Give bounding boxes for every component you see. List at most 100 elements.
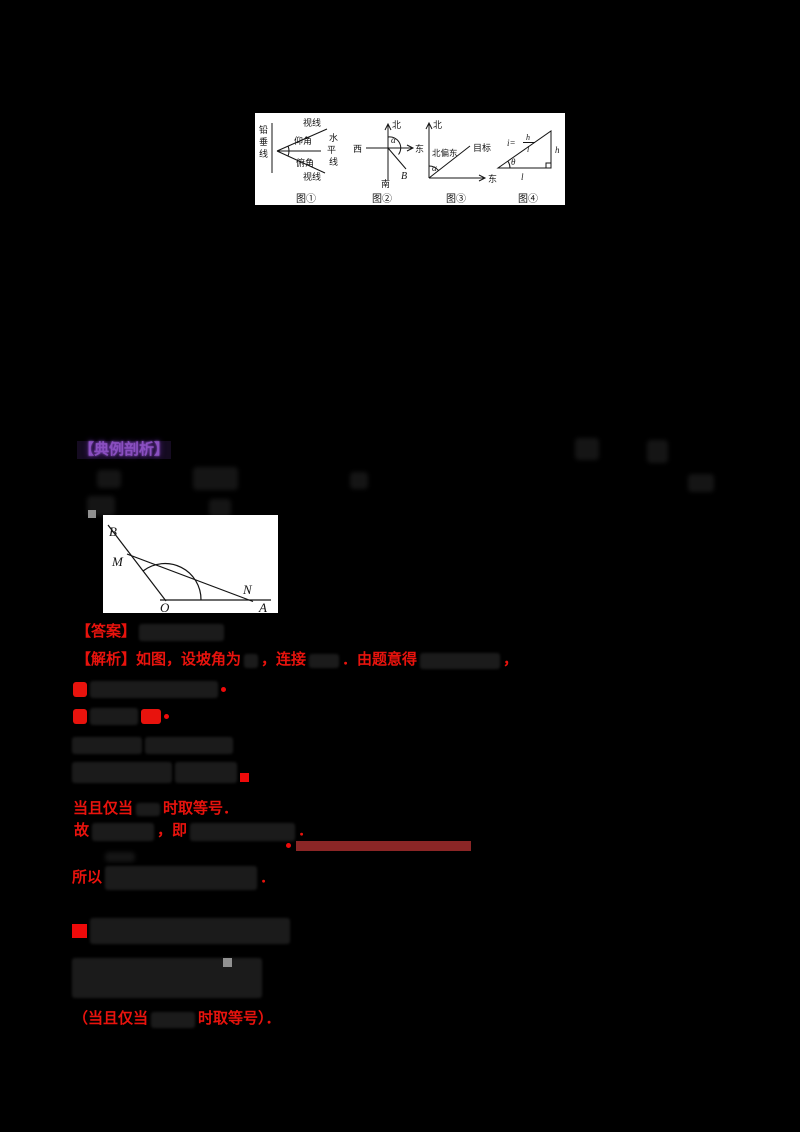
- horizontal-line-char: 平: [327, 145, 336, 155]
- horizontal-line-char: 线: [329, 156, 338, 167]
- illegible-math-fragment: [420, 652, 501, 669]
- illegible-math-fragment: [90, 708, 138, 725]
- elevation-angle-label: 仰角: [294, 135, 312, 146]
- illegible-math-fragment: [90, 918, 290, 944]
- conclusion-line: 故 ，即 ．: [74, 822, 313, 841]
- sight-line-bottom-label: 视线: [303, 171, 321, 182]
- answer-label: 【答案】: [76, 624, 137, 640]
- equality-text: 时取等号．: [163, 801, 239, 817]
- equality-text: （当且仅当: [73, 1011, 149, 1027]
- illegible-math-fragment: [145, 737, 233, 754]
- red-marker: [141, 709, 161, 724]
- red-strikethrough-bar: [296, 841, 471, 851]
- derivation-line: [72, 762, 249, 783]
- illegible-math-fragment: [244, 653, 259, 668]
- illegible-math-fragment: [72, 958, 262, 998]
- target-label: 目标: [473, 142, 491, 153]
- illegible-math-fragment: [175, 762, 237, 783]
- point-m-label: M: [111, 554, 124, 569]
- red-marker: [73, 709, 87, 724]
- analysis-text: ，: [503, 652, 519, 668]
- depression-angle-label: 俯角: [296, 157, 314, 168]
- therefore-text: ．: [260, 869, 276, 886]
- equality-text: 时取等号）．: [198, 1011, 281, 1027]
- derivation-line: [73, 681, 226, 698]
- point-b-label: B: [109, 524, 117, 539]
- plumb-line-char: 垂: [259, 136, 268, 147]
- analysis-text: ，连接: [261, 652, 307, 668]
- equality-text: 当且仅当: [73, 801, 134, 817]
- illegible-math-fragment: [72, 737, 142, 754]
- slope-numerator: h: [526, 133, 530, 142]
- illegible-math-fragment: [139, 624, 225, 641]
- illegible-math-fragment: [309, 653, 340, 668]
- red-square-mark: [240, 773, 249, 782]
- illegible-math-fragment: [193, 467, 238, 490]
- equality-condition-line: （当且仅当 时取等号）．: [73, 1010, 281, 1029]
- illegible-math-fragment: [350, 472, 368, 489]
- conclusion-text: 故: [74, 823, 90, 839]
- north-label: 北: [392, 120, 401, 130]
- therefore-line: 所以 ．: [72, 866, 275, 890]
- analysis-text: 【解析】如图，设坡角为: [76, 652, 242, 668]
- fig1-caption: 图①: [296, 193, 316, 205]
- analysis-text: ．由题意得: [342, 652, 418, 668]
- illegible-math-fragment: [92, 822, 155, 841]
- illegible-math-fragment: [105, 852, 135, 862]
- south-label: 南: [381, 178, 390, 189]
- slope-ratio-label: i=: [507, 138, 516, 148]
- derivation-line: [72, 958, 262, 998]
- east-label: 东: [488, 173, 497, 184]
- point-b-label: B: [401, 171, 407, 182]
- point-a-label: A: [258, 600, 267, 613]
- alpha-label: α: [391, 135, 396, 145]
- plumb-line-char: 铅: [259, 124, 268, 135]
- north-label: 北: [433, 120, 442, 130]
- length-label: l: [521, 172, 524, 182]
- angle-diagrams-figure: 铅 垂 线 视线 仰角 俯角 视线 水 平 线 图① 北 西 东 南 α B 图…: [259, 117, 560, 205]
- red-period-mark: [286, 843, 291, 848]
- answer-line: 【答案】: [76, 623, 225, 642]
- conclusion-text: ，即: [157, 823, 188, 839]
- sight-line-top-label: 视线: [303, 117, 321, 128]
- illegible-math-fragment: [223, 958, 232, 967]
- illegible-math-fragment: [209, 499, 231, 517]
- illegible-math-fragment: [97, 470, 121, 488]
- red-period-mark: [221, 687, 226, 692]
- fig3-caption: 图③: [446, 193, 466, 205]
- fig2-caption: 图②: [372, 193, 392, 205]
- illegible-math-fragment: [688, 474, 714, 492]
- west-label: 西: [353, 144, 362, 154]
- diagram-panel: 铅 垂 线 视线 仰角 俯角 视线 水 平 线 图① 北 西 东 南 α B 图…: [255, 113, 565, 205]
- derivation-line: [72, 737, 233, 754]
- triangle-omn-figure: B M O N A: [107, 524, 271, 615]
- slope-denominator: l: [527, 145, 530, 154]
- therefore-text: 所以: [72, 869, 103, 886]
- illegible-math-fragment: [72, 762, 172, 783]
- derivation-line: [72, 918, 290, 944]
- conclusion-text: ．: [298, 823, 314, 839]
- horizontal-line-char: 水: [329, 132, 338, 143]
- illegible-math-fragment: [190, 822, 296, 841]
- illegible-math-fragment: [88, 510, 96, 518]
- point-n-label: N: [242, 582, 253, 597]
- theta-label: θ: [511, 157, 516, 167]
- red-marker: [73, 682, 87, 697]
- red-period-mark: [164, 714, 169, 719]
- illegible-math-fragment: [575, 438, 599, 460]
- east-label: 东: [415, 143, 424, 154]
- point-o-label: O: [160, 600, 170, 613]
- red-square-mark: [72, 924, 87, 938]
- analysis-line: 【解析】如图，设坡角为 ，连接 ．由题意得 ，: [76, 651, 518, 670]
- illegible-math-fragment: [151, 1011, 196, 1028]
- illegible-math-fragment: [105, 866, 258, 890]
- plumb-line-char: 线: [259, 148, 268, 159]
- height-label: h: [555, 145, 560, 155]
- bearing-label: 北偏东: [432, 148, 458, 158]
- derivation-line: [73, 708, 169, 725]
- geometry-figure-panel: B M O N A: [103, 515, 278, 615]
- equality-condition-line: 当且仅当 时取等号．: [73, 800, 238, 819]
- section-header: 【典例剖析】: [77, 441, 172, 459]
- fig4-caption: 图④: [518, 193, 538, 205]
- illegible-math-fragment: [90, 681, 218, 698]
